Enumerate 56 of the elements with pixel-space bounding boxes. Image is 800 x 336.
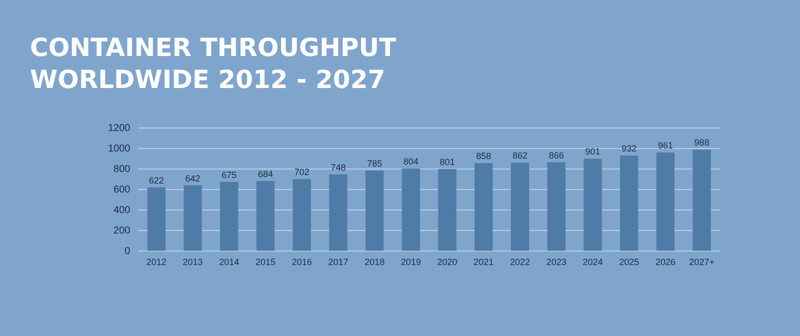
x-tick-label: 2019 [400, 257, 421, 268]
data-label: 748 [330, 162, 346, 172]
x-tick-label: 2016 [292, 257, 312, 268]
bar [147, 187, 166, 251]
x-tick-label: 2023 [546, 257, 566, 268]
x-tick-label: 2017 [328, 257, 348, 268]
x-tick-label: 2015 [255, 257, 276, 268]
y-tick-label: 200 [114, 225, 131, 236]
x-tick-label: 2013 [182, 257, 203, 268]
data-label: 642 [185, 173, 200, 184]
y-tick-label: 400 [114, 204, 131, 216]
data-label: 988 [694, 138, 710, 148]
bar [510, 162, 530, 251]
bar [692, 150, 711, 251]
bar [220, 182, 238, 251]
x-tick-label: 2012 [146, 257, 166, 268]
data-label: 804 [403, 156, 418, 167]
x-tick-label: 2024 [582, 257, 603, 268]
bar [184, 185, 202, 251]
y-tick-label: 1000 [108, 143, 131, 154]
data-label: 858 [476, 151, 492, 162]
bar [402, 168, 420, 251]
data-label: 801 [440, 156, 455, 167]
data-label: 961 [658, 140, 673, 151]
bar [620, 156, 638, 251]
data-label: 901 [585, 146, 600, 157]
data-label: 702 [294, 167, 310, 178]
y-tick-label: 800 [114, 164, 131, 175]
x-tick-label: 2026 [655, 257, 676, 268]
bar [365, 170, 384, 251]
y-tick-label: 1200 [108, 122, 131, 134]
x-tick-label: 2021 [474, 257, 494, 268]
bar [656, 152, 675, 251]
data-label: 684 [258, 168, 274, 179]
bar [474, 163, 493, 251]
bar [292, 179, 311, 251]
x-tick-label: 2022 [510, 257, 530, 268]
y-tick-label: 0 [124, 246, 131, 257]
data-label: 862 [512, 150, 528, 161]
bar [438, 168, 456, 251]
x-tick-label: 2020 [437, 257, 458, 268]
data-label: 675 [222, 170, 237, 180]
x-tick-label: 2018 [364, 257, 385, 268]
data-label: 932 [622, 144, 637, 154]
bar [256, 180, 275, 251]
chart-title: CONTAINER THROUGHPUT WORLDWIDE 2012 - 2027 [30, 32, 398, 96]
bar [584, 158, 602, 251]
x-tick-label: 2014 [219, 257, 240, 268]
data-label: 785 [367, 158, 382, 169]
x-tick-label: 2027+ [689, 257, 714, 268]
y-tick-label: 600 [114, 184, 131, 196]
bar [547, 162, 566, 251]
bar [329, 174, 348, 251]
x-tick-label: 2025 [619, 257, 640, 268]
data-label: 622 [148, 175, 164, 186]
data-label: 866 [548, 150, 564, 160]
